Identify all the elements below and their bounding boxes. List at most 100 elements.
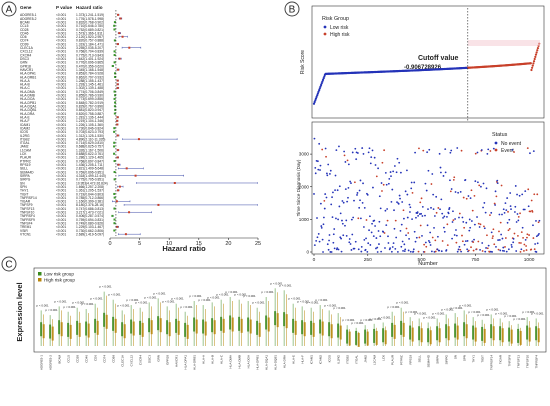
- surv-point: [456, 250, 459, 253]
- surv-point: [345, 234, 348, 237]
- surv-point: [380, 250, 383, 253]
- surv-point: [484, 211, 487, 214]
- surv-point: [389, 171, 392, 173]
- forest-gene: TNFSF10: [20, 211, 34, 215]
- forest-hr-text: 1.319(1.184-1.471): [76, 42, 104, 46]
- box-gene-label: CD46: [85, 355, 89, 363]
- surv-point: [525, 245, 527, 247]
- surv-point: [409, 250, 412, 253]
- box-gene-group: p < 0.001 CD28: [72, 301, 85, 363]
- box-body: [211, 318, 214, 333]
- surv-point: [331, 196, 333, 199]
- box-body: [535, 326, 538, 341]
- surv-point: [445, 249, 448, 251]
- box-body: [499, 326, 502, 341]
- surv-point: [454, 191, 457, 193]
- surv-point: [334, 189, 336, 192]
- surv-point: [527, 205, 530, 208]
- box-body: [166, 320, 169, 335]
- surv-point: [518, 241, 521, 244]
- forest-hr-text: 0.774(0.706-0.849): [76, 90, 104, 94]
- surv-point: [425, 245, 428, 248]
- surv-point: [411, 218, 413, 220]
- forest-hr-text: 1.219(1.104-1.346): [76, 119, 104, 123]
- box-gene-label: CXCR4: [139, 355, 143, 366]
- forest-estimate: [113, 171, 116, 174]
- surv-point: [405, 234, 407, 237]
- box-gene-group: p < 0.001 TNFRSF14: [486, 307, 499, 370]
- forest-row: ITGAL <0.001 0.714(0.629-0.810): [20, 141, 116, 145]
- box-gene-group: p < 0.001 HLA-A: [198, 298, 211, 364]
- surv-point: [509, 192, 512, 194]
- box-gene-label: ITGB2: [346, 355, 350, 364]
- forest-estimate: [113, 21, 116, 24]
- forest-estimate: [137, 138, 140, 141]
- forest-row: ITGB2 <0.001 4.890(2.110-11.335): [20, 137, 178, 141]
- forest-gene: TIGIT: [20, 192, 28, 196]
- forest-row: HLA-DQA1 <0.001 0.829(0.767-0.896): [20, 105, 116, 109]
- surv-point: [494, 204, 497, 206]
- surv-point: [360, 250, 363, 253]
- surv-point: [465, 221, 468, 224]
- surv-point: [332, 241, 335, 244]
- forest-hr-text: 2.821(1.409-5.648): [76, 167, 104, 171]
- box-body: [69, 324, 72, 339]
- surv-legend-noevent-dot: [494, 141, 498, 145]
- surv-point: [483, 225, 485, 228]
- surv-point: [485, 187, 488, 190]
- surv-x-tick-label: 750: [471, 257, 479, 263]
- box-pvalue: p < 0.001: [360, 318, 373, 322]
- forest-pvalue: <0.001: [56, 145, 66, 149]
- surv-point: [520, 248, 523, 251]
- box-gene-group: p < 0.001 SEMA4D: [423, 315, 436, 367]
- box-gene-label: HLA-DMA: [229, 355, 233, 369]
- surv-point: [470, 189, 473, 192]
- forest-pvalue: <0.001: [56, 214, 66, 218]
- box-gene-group: p < 0.001 TIGIT: [477, 313, 490, 363]
- box-pvalue: p < 0.001: [252, 301, 265, 305]
- box-gene-label: TNFRSF14: [490, 355, 494, 371]
- surv-point: [527, 188, 530, 191]
- box-pvalue: p < 0.001: [198, 298, 211, 302]
- surv-point: [385, 224, 388, 226]
- surv-point: [457, 248, 460, 251]
- forest-estimate: [114, 101, 117, 104]
- surv-point: [515, 221, 518, 223]
- box-body: [285, 314, 288, 329]
- forest-estimate: [113, 196, 116, 199]
- surv-point: [357, 248, 360, 251]
- forest-gene: TNFRSF14: [20, 196, 37, 200]
- surv-point: [327, 163, 330, 166]
- surv-point: [337, 248, 340, 251]
- surv-point: [460, 149, 463, 152]
- surv-point: [497, 239, 500, 241]
- surv-point: [434, 239, 437, 242]
- surv-point: [449, 190, 452, 193]
- surv-point: [440, 250, 443, 253]
- box-body: [409, 325, 412, 340]
- surv-point: [479, 249, 481, 251]
- surv-point: [461, 216, 464, 219]
- forest-estimate: [128, 46, 131, 49]
- forest-gene: HLA-DRA: [20, 112, 35, 116]
- surv-point: [479, 223, 482, 226]
- surv-point: [464, 178, 467, 181]
- box-body: [501, 328, 504, 343]
- forest-row: HLA-DPB1 <0.001 0.848(0.782-0.919): [20, 101, 117, 105]
- risk-point: [534, 55, 537, 58]
- surv-point: [420, 212, 423, 215]
- box-body: [465, 324, 468, 339]
- forest-hr-text: 2.689(1.419-5.097): [76, 232, 104, 236]
- forest-estimate: [117, 13, 120, 16]
- surv-point: [523, 208, 526, 211]
- forest-pvalue: <0.001: [56, 90, 66, 94]
- forest-pvalue: <0.001: [56, 148, 66, 152]
- box-gene-label: HLA-DMB: [238, 355, 242, 369]
- forest-hr-text: 0.855(0.786-0.930): [76, 94, 104, 98]
- surv-point: [450, 188, 453, 190]
- surv-point: [518, 194, 521, 197]
- surv-point: [490, 231, 493, 234]
- forest-gene: CXCL12: [20, 50, 33, 54]
- forest-pvalue: <0.001: [56, 167, 66, 171]
- box-body: [76, 320, 79, 335]
